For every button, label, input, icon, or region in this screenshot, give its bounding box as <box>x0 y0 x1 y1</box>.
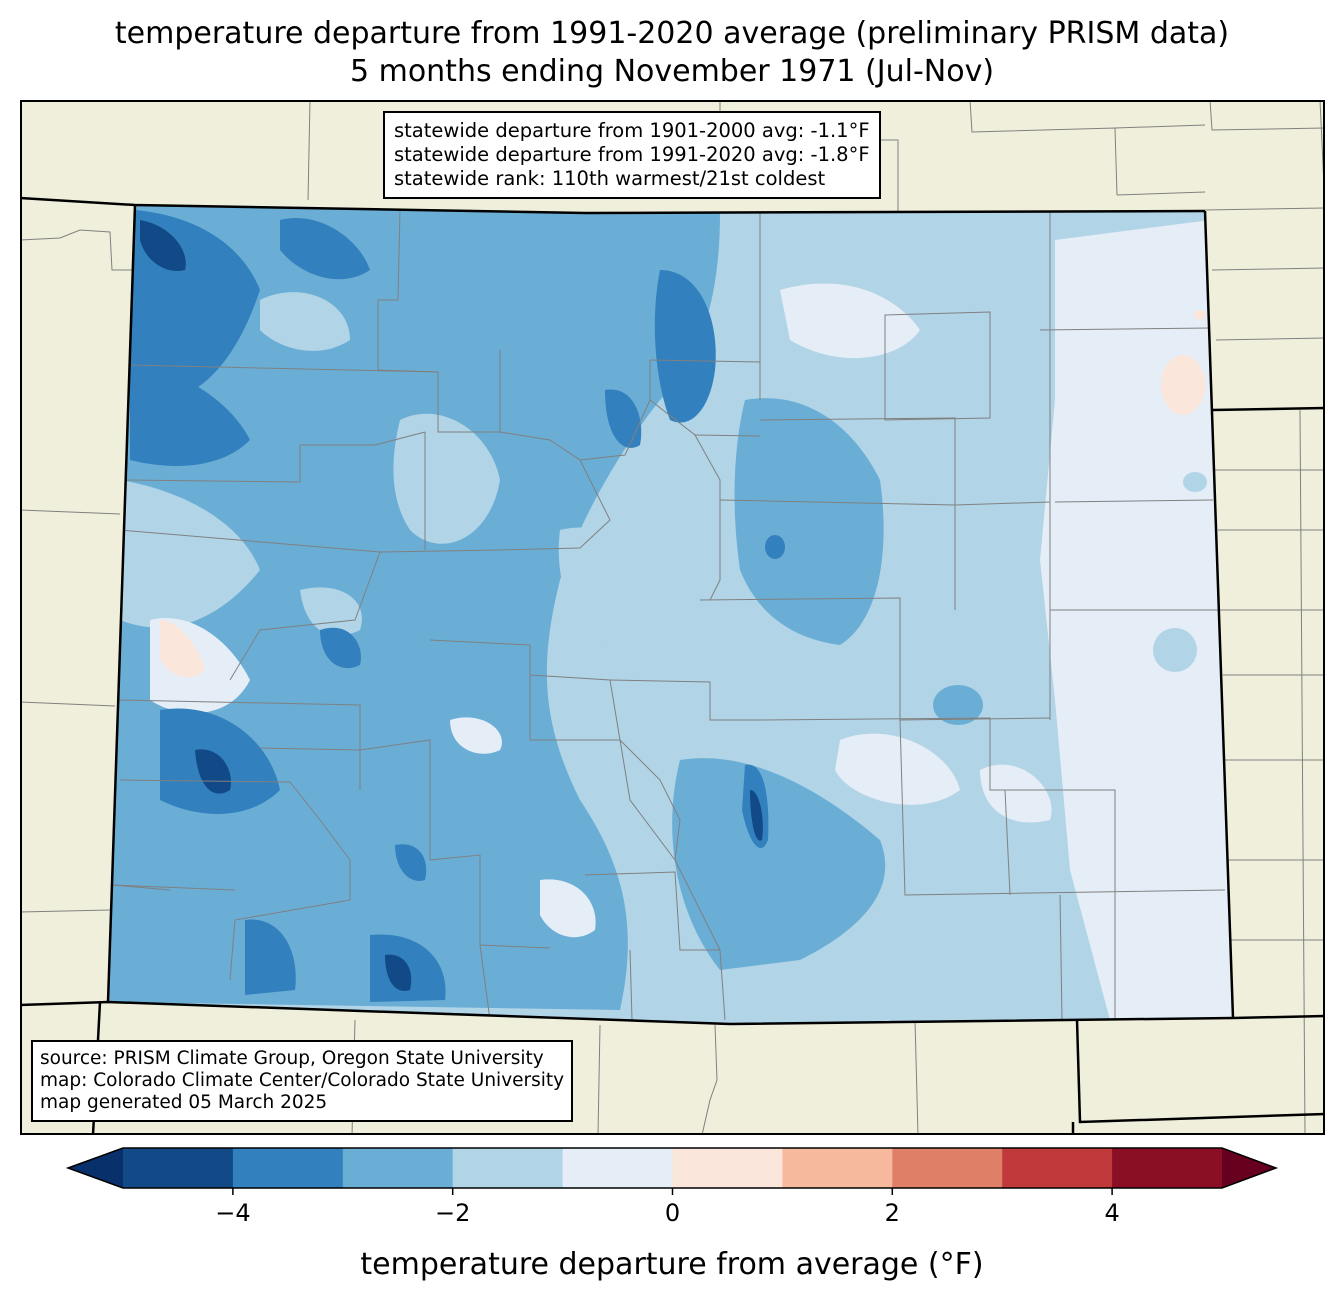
colorbar-segments <box>68 1148 1276 1188</box>
colorbar-tick-label: 2 <box>885 1199 900 1227</box>
map-credit: map: Colorado Climate Center/Colorado St… <box>40 1070 565 1091</box>
colorbar-bin <box>562 1148 673 1188</box>
colorbar-outline <box>65 1147 1279 1189</box>
colorbar-bin <box>123 1148 234 1188</box>
map-frame <box>20 100 1325 1135</box>
colorbar-bin <box>452 1148 564 1188</box>
statewide-stats-box: statewide departure from 1901-2000 avg: … <box>383 111 881 199</box>
colorado-county-lines <box>112 209 1226 1021</box>
generated-date: map generated 05 March 2025 <box>40 1092 328 1113</box>
colorbar-bin <box>892 1148 1003 1188</box>
colorbar-over-extension <box>1222 1148 1276 1188</box>
stats-departure-1901-2000: statewide departure from 1901-2000 avg: … <box>394 119 870 142</box>
colorbar-tick-label: 4 <box>1104 1199 1119 1227</box>
colorbar-under-extension <box>68 1148 123 1188</box>
colorbar-bin <box>232 1148 344 1188</box>
stats-departure-1991-2020: statewide departure from 1991-2020 avg: … <box>394 143 870 166</box>
colorbar-bin <box>782 1148 893 1188</box>
colorbar-ticks: −4 −2 0 2 4 <box>215 1188 1120 1227</box>
colorbar-bin <box>1112 1148 1223 1188</box>
neighbor-county-lines <box>20 100 1325 1135</box>
temperature-field <box>108 205 1233 1024</box>
colorado-temperature-map <box>20 100 1325 1135</box>
colorbar-tick-label: −2 <box>435 1199 470 1227</box>
colorbar-label: temperature departure from average (°F) <box>360 1247 983 1282</box>
colorbar-bin <box>342 1148 454 1188</box>
colorbar: −4 −2 0 2 4 temperature departure from avera… <box>65 1147 1279 1282</box>
colorbar-bin <box>672 1148 783 1188</box>
source-box: source: PRISM Climate Group, Oregon Stat… <box>31 1040 574 1122</box>
stats-rank: statewide rank: 110th warmest/21st colde… <box>394 167 826 190</box>
colorbar-bin <box>1002 1148 1113 1188</box>
map-title: temperature departure from 1991-2020 ave… <box>114 16 1230 51</box>
colorbar-tick-label: 0 <box>665 1199 680 1227</box>
state-borders <box>20 196 1325 1135</box>
source-credit: source: PRISM Climate Group, Oregon Stat… <box>40 1048 544 1069</box>
colorbar-tick-label: −4 <box>215 1199 250 1227</box>
map-subtitle: 5 months ending November 1971 (Jul-Nov) <box>349 54 995 89</box>
